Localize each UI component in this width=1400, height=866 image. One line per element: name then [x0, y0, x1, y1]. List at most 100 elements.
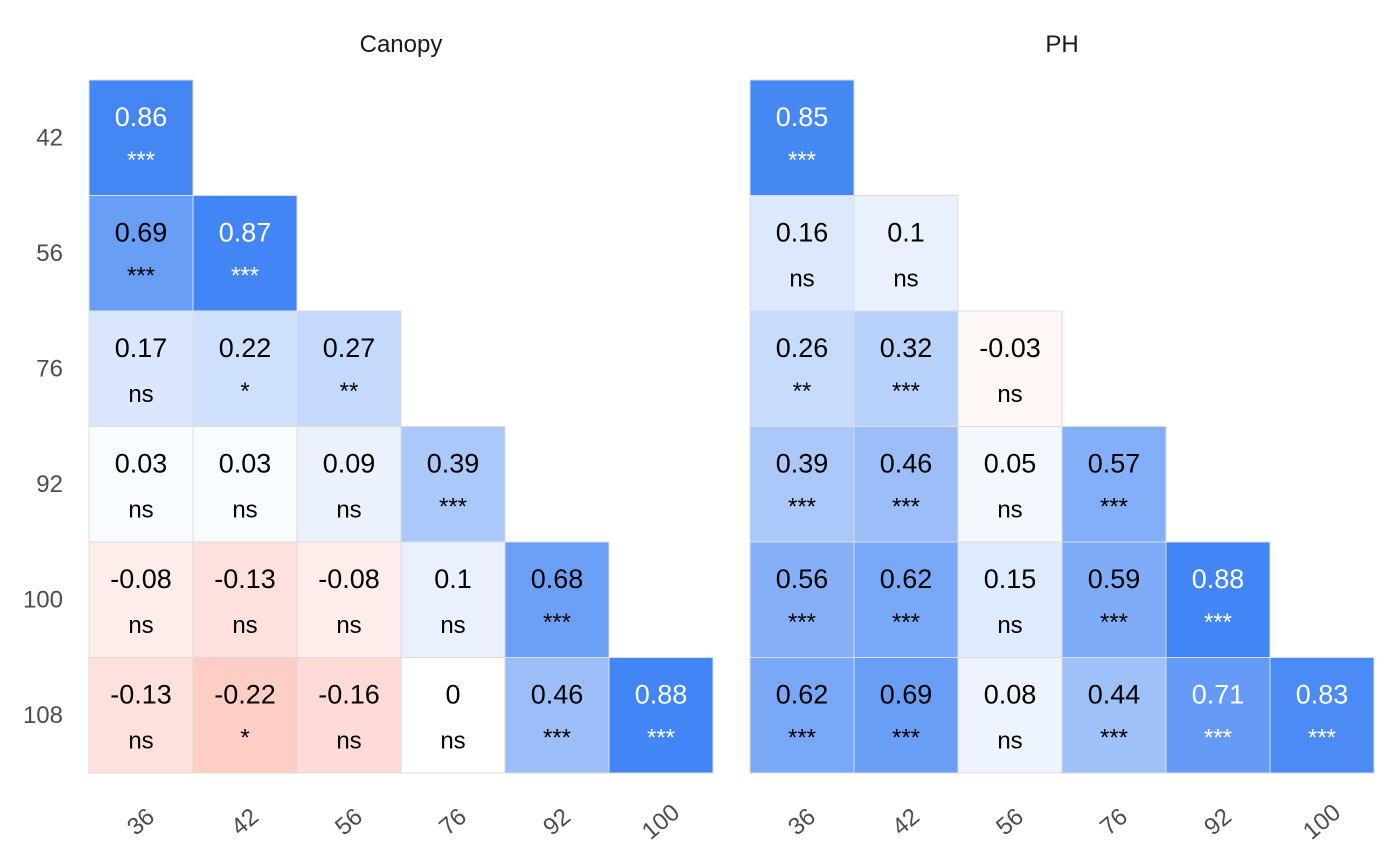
heatmap-cell	[192, 195, 298, 312]
cell-value-label: 0.22	[219, 333, 272, 363]
heatmap-cell	[957, 310, 1063, 427]
cell-significance-label: ***	[1204, 725, 1232, 752]
cell-significance-label: ns	[997, 728, 1022, 755]
cell-value-label: -0.08	[110, 564, 172, 594]
panel-canopy: Canopy0.86***0.69***0.87***0.17ns0.22*0.…	[88, 31, 714, 845]
cell-significance-label: ***	[543, 725, 571, 752]
cell-value-label: 0.05	[984, 449, 1037, 479]
cell-significance-label: ***	[788, 725, 816, 752]
heatmap-cell	[400, 657, 506, 774]
heatmap-cell	[88, 195, 194, 312]
cell-significance-label: ns	[893, 266, 918, 293]
y-tick-label-100: 100	[23, 586, 63, 613]
panel-title: PH	[1045, 31, 1078, 58]
cell-value-label: 0.39	[776, 449, 829, 479]
cell-value-label: 0.86	[115, 102, 168, 132]
x-tick-label-100: 100	[1298, 799, 1346, 845]
cell-significance-label: ***	[1204, 609, 1232, 636]
cell-value-label: 0.62	[880, 564, 933, 594]
cell-significance-label: ***	[1308, 725, 1336, 752]
heatmap-cell	[749, 657, 855, 774]
cell-value-label: 0.03	[115, 449, 168, 479]
heatmap-cell	[400, 426, 506, 543]
cell-significance-label: ns	[440, 728, 465, 755]
cell-significance-label: *	[240, 378, 249, 405]
cell-value-label: 0.88	[1192, 564, 1245, 594]
x-tick-label-56: 56	[991, 803, 1029, 841]
cell-value-label: 0.26	[776, 333, 829, 363]
cell-significance-label: ***	[892, 378, 920, 405]
heatmap-cell	[88, 310, 194, 427]
cell-value-label: 0.46	[880, 449, 933, 479]
cell-significance-label: ***	[231, 263, 259, 290]
y-tick-label-42: 42	[36, 124, 63, 151]
cell-value-label: -0.22	[214, 680, 276, 710]
cell-significance-label: ***	[788, 494, 816, 521]
heatmap-cell	[296, 657, 402, 774]
cell-value-label: 0.46	[531, 680, 584, 710]
panel-title: Canopy	[360, 31, 443, 58]
heatmap-cell	[504, 657, 610, 774]
cell-significance-label: ns	[232, 497, 257, 524]
cell-significance-label: **	[340, 378, 359, 405]
heatmap-cell	[608, 657, 714, 774]
heatmap-cell	[504, 541, 610, 658]
x-tick-label-36: 36	[122, 803, 160, 841]
cell-significance-label: ns	[128, 381, 153, 408]
heatmap-cell	[853, 310, 959, 427]
x-tick-label-92: 92	[1199, 803, 1237, 841]
panel-ph: PH 0.85 *** 0.16 ns 0.1 ns 0.26 ** 0.32 *** -0.03 ns…	[749, 31, 1375, 845]
heatmap-cell	[296, 426, 402, 543]
cell-significance-label: ns	[128, 728, 153, 755]
cell-value-label: 0.1	[434, 564, 472, 594]
cell-significance-label: ns	[336, 728, 361, 755]
cell-value-label: 0.69	[880, 680, 933, 710]
cell-significance-label: ***	[127, 263, 155, 290]
heatmap-cell	[749, 79, 855, 196]
cell-value-label: -0.03	[979, 333, 1041, 363]
cell-significance-label: *	[240, 725, 249, 752]
heatmap-cell	[192, 426, 298, 543]
cell-significance-label: ns	[997, 612, 1022, 639]
cell-significance-label: ns	[128, 612, 153, 639]
heatmap-cell	[296, 541, 402, 658]
heatmap-cell	[1061, 541, 1167, 658]
cell-value-label: 0.27	[323, 333, 376, 363]
x-tick-label-92: 92	[538, 803, 576, 841]
heatmap-cell	[853, 657, 959, 774]
heatmap-cell	[192, 541, 298, 658]
cell-value-label: 0.87	[219, 218, 272, 248]
cell-value-label: 0.16	[776, 218, 829, 248]
cell-significance-label: ***	[788, 147, 816, 174]
cell-value-label: 0.03	[219, 449, 272, 479]
cell-value-label: 0.1	[887, 218, 925, 248]
heatmap-cell	[400, 541, 506, 658]
cell-value-label: 0.68	[531, 564, 584, 594]
cell-value-label: -0.13	[214, 564, 276, 594]
heatmap-cell	[88, 657, 194, 774]
heatmap-cell	[853, 541, 959, 658]
cell-value-label: 0.15	[984, 564, 1037, 594]
cell-significance-label: ns	[336, 612, 361, 639]
cell-value-label: 0.85	[776, 102, 829, 132]
heatmap-cell	[957, 541, 1063, 658]
cell-value-label: 0.59	[1088, 564, 1141, 594]
cell-significance-label: ns	[128, 497, 153, 524]
x-tick-label-42: 42	[887, 803, 925, 841]
heatmap-cell	[749, 195, 855, 312]
cell-significance-label: ***	[543, 609, 571, 636]
cell-value-label: 0.09	[323, 449, 376, 479]
heatmap-cell	[296, 310, 402, 427]
cell-value-label: -0.16	[318, 680, 380, 710]
cell-value-label: -0.08	[318, 564, 380, 594]
cell-significance-label: ns	[997, 497, 1022, 524]
cell-significance-label: ***	[788, 609, 816, 636]
cell-significance-label: ns	[997, 381, 1022, 408]
heatmap-cell	[1165, 541, 1271, 658]
y-tick-label-76: 76	[36, 355, 63, 382]
cell-significance-label: ***	[439, 494, 467, 521]
heatmap-cell	[853, 426, 959, 543]
heatmap-cell	[192, 310, 298, 427]
x-tick-label-36: 36	[783, 803, 821, 841]
